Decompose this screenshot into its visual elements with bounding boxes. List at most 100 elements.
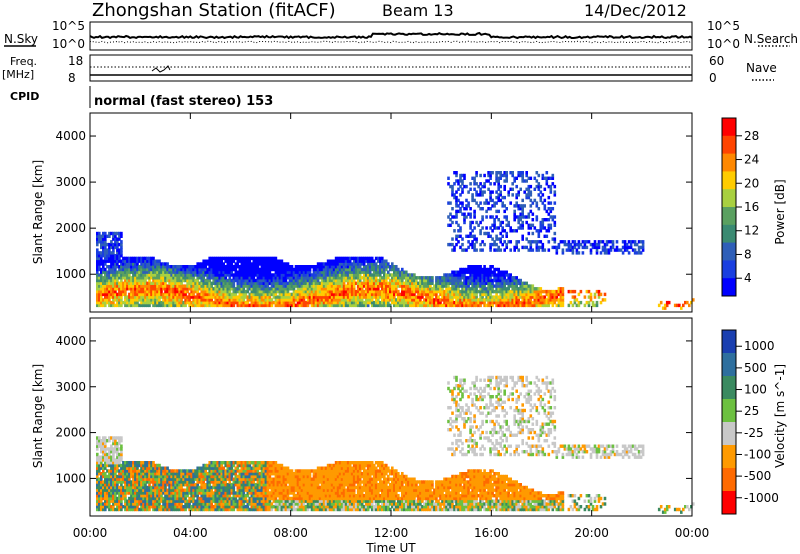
power-cell <box>641 248 645 252</box>
power-cell <box>350 292 354 297</box>
power-cell <box>278 284 282 288</box>
power-cell <box>218 256 221 261</box>
power-cell <box>144 295 147 299</box>
velocity-cell <box>128 491 131 495</box>
velocity-cell <box>108 488 111 492</box>
power-cell <box>591 242 595 247</box>
power-cell <box>174 278 177 283</box>
power-cell <box>465 303 468 308</box>
power-cell <box>463 212 466 216</box>
velocity-cell <box>110 507 113 512</box>
velocity-cell <box>138 483 141 487</box>
power-cell <box>479 284 482 288</box>
power-cell <box>320 289 324 294</box>
power-cell <box>481 190 484 194</box>
power-cell <box>232 278 236 283</box>
power-cell <box>200 289 203 294</box>
power-cell <box>100 245 103 250</box>
velocity-cell <box>168 472 171 476</box>
power-cell <box>379 259 382 263</box>
power-cell <box>178 278 181 283</box>
power-cell <box>242 259 246 263</box>
power-cell <box>439 303 442 308</box>
power-cell <box>397 292 400 297</box>
power-cell <box>160 295 163 299</box>
power-cell <box>423 289 426 294</box>
velocity-cell <box>112 461 115 465</box>
velocity-cell <box>108 494 111 498</box>
power-cell <box>366 270 370 274</box>
power-cell <box>288 284 292 288</box>
power-cell <box>108 256 111 261</box>
velocity-cell <box>126 507 129 512</box>
power-cell <box>280 303 284 308</box>
velocity-cell <box>160 483 163 487</box>
velocity-cell <box>120 491 123 495</box>
velocity-cell <box>126 485 129 490</box>
power-cell <box>457 273 460 277</box>
velocity-cell <box>132 463 135 468</box>
power-cell <box>348 276 352 280</box>
power-cell <box>296 278 300 283</box>
velocity-cell <box>142 505 145 509</box>
power-cell <box>226 281 230 285</box>
power-cell <box>483 267 486 272</box>
power-cell <box>409 281 412 285</box>
power-cell <box>427 284 430 288</box>
power-cell <box>356 298 360 302</box>
velocity-cell <box>112 480 115 484</box>
power-cell <box>150 270 153 274</box>
power-cell <box>152 287 155 291</box>
power-cell <box>112 242 115 247</box>
power-cell <box>126 270 129 274</box>
power-cell <box>184 298 187 302</box>
power-cell <box>557 242 561 247</box>
power-cell <box>204 284 207 288</box>
power-cell <box>202 281 205 285</box>
power-cell <box>609 240 613 244</box>
power-cell <box>455 287 458 291</box>
power-cell <box>100 270 103 274</box>
power-cell <box>116 298 119 302</box>
velocity-cell <box>144 496 147 501</box>
power-cell <box>294 276 298 280</box>
velocity-cell <box>154 466 157 470</box>
power-cell <box>192 295 195 299</box>
power-cell <box>310 289 314 294</box>
power-cell <box>381 270 384 274</box>
power-cell <box>290 298 294 302</box>
power-cell <box>218 265 221 269</box>
power-cell <box>264 284 268 288</box>
velocity-cell <box>150 469 153 473</box>
power-cell <box>419 281 422 285</box>
power-cell <box>258 292 262 297</box>
power-cell <box>272 273 276 277</box>
power-cell <box>686 300 689 305</box>
velocity-cell <box>112 496 115 501</box>
power-cell <box>196 273 199 277</box>
velocity-cell <box>112 477 115 481</box>
power-cell <box>521 245 524 250</box>
velocity-cell <box>112 505 115 509</box>
velocity-cell <box>118 494 121 498</box>
power-cell <box>266 292 270 297</box>
power-cell <box>280 281 284 285</box>
power-cell <box>487 231 490 236</box>
power-cell <box>485 209 488 214</box>
power-cell <box>431 298 434 302</box>
power-cell <box>256 298 260 302</box>
power-cell <box>134 284 137 288</box>
velocity-cell <box>180 485 183 490</box>
power-cell <box>322 284 326 288</box>
power-cell <box>162 273 165 277</box>
power-cell <box>515 215 518 219</box>
power-cell <box>258 259 262 263</box>
velocity-cell <box>162 466 165 470</box>
power-cell <box>184 295 187 299</box>
velocity-cell <box>100 466 103 470</box>
power-cell <box>459 292 462 297</box>
power-cell <box>615 245 619 250</box>
power-cell <box>509 292 512 297</box>
power-cell <box>196 295 199 299</box>
power-cell <box>174 281 177 285</box>
